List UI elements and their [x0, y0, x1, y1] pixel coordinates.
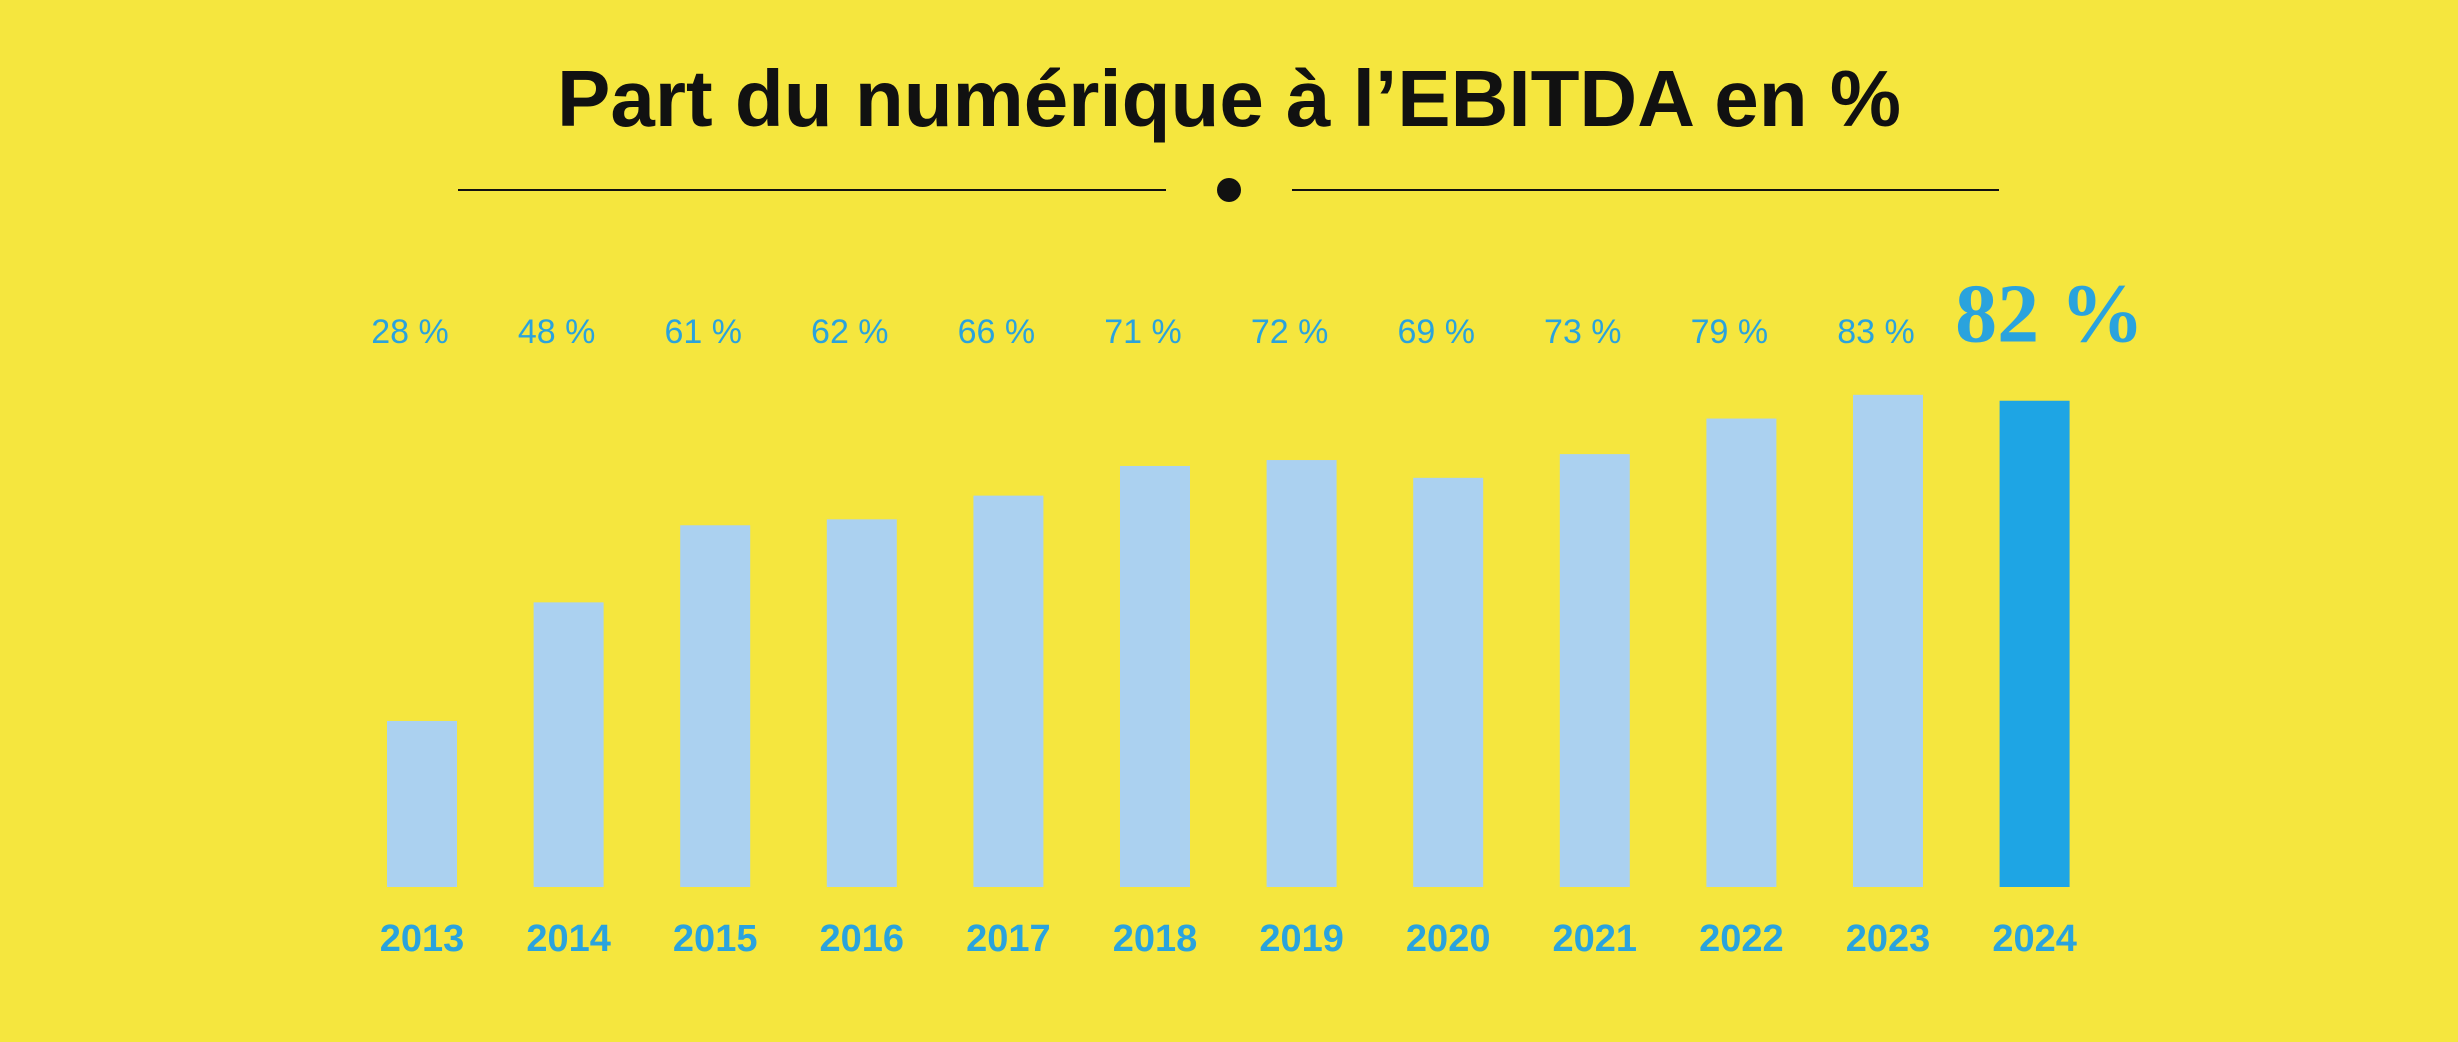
x-tick-label: 2015	[673, 918, 758, 960]
bar	[387, 720, 457, 887]
x-tick-label: 2024	[1992, 918, 2077, 960]
value-label: 69 %	[1397, 313, 1475, 351]
x-tick-label: 2022	[1699, 918, 1784, 960]
bar	[1413, 477, 1484, 887]
value-label: 79 %	[1691, 313, 1769, 351]
value-label: 66 %	[958, 313, 1036, 351]
value-label: 83 %	[1837, 313, 1915, 351]
bar	[1999, 400, 2070, 887]
value-label: 62 %	[811, 313, 889, 351]
x-tick-label: 2023	[1846, 918, 1931, 960]
x-tick-label: 2014	[526, 918, 611, 960]
value-label: 72 %	[1251, 313, 1329, 351]
bar	[1120, 465, 1190, 887]
bar	[1266, 460, 1337, 887]
chart-title: Part du numérique à l’EBITDA en %	[557, 54, 1901, 143]
value-label: 82 %	[1955, 267, 2144, 360]
bar	[1853, 394, 1923, 887]
value-label: 61 %	[664, 313, 742, 351]
bar	[533, 602, 604, 887]
bar	[973, 495, 1044, 887]
x-tick-label: 2019	[1259, 918, 1344, 960]
x-tick-label: 2013	[380, 918, 465, 960]
x-tick-label: 2018	[1113, 918, 1198, 960]
x-tick-label: 2016	[820, 918, 905, 960]
bar	[826, 519, 897, 887]
value-label: 71 %	[1104, 313, 1182, 351]
x-tick-label: 2020	[1406, 918, 1491, 960]
value-label: 48 %	[518, 313, 596, 351]
x-tick-label: 2017	[966, 918, 1051, 960]
value-label: 73 %	[1544, 313, 1622, 351]
x-tick-label: 2021	[1553, 918, 1638, 960]
value-label: 28 %	[371, 313, 449, 351]
bar	[1706, 418, 1777, 887]
bar	[680, 525, 751, 887]
bar	[1559, 454, 1630, 887]
divider-dot	[1217, 178, 1241, 202]
